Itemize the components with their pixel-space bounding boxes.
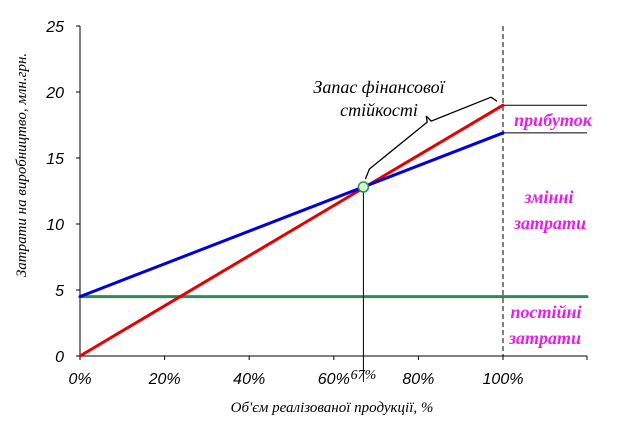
y-tick-label: 15	[46, 151, 64, 168]
breakeven-x-label: 67%	[351, 368, 377, 383]
y-tick-label: 20	[45, 85, 64, 102]
safety-margin-label-line2: стійкості	[340, 100, 418, 120]
breakeven-point-marker	[357, 181, 370, 193]
x-tick-labels: 0% 20% 40% 60% 80% 100%	[68, 371, 523, 388]
safety-margin-label-line1: Запас фінансової	[313, 77, 445, 97]
x-tick-label: 60%	[318, 371, 350, 388]
total-costs-line	[78, 131, 505, 299]
x-tick-label: 80%	[402, 371, 434, 388]
revenue-line	[78, 103, 505, 358]
y-tick-label: 0	[55, 349, 64, 366]
x-tick-label: 100%	[483, 371, 524, 388]
profit-label: прибуток	[514, 110, 593, 130]
fixed-costs-label-line2: затрати	[508, 328, 581, 348]
y-tick-label: 25	[45, 19, 64, 36]
y-tick-marks	[76, 25, 80, 357]
y-tick-labels: 0 5 10 15 20 25	[45, 19, 64, 366]
x-tick-marks	[79, 356, 588, 360]
x-axis-title: Об'єм реалізованої продукції, %	[231, 400, 434, 416]
y-axis-title: Затрати на виробництво, млн.грн.	[14, 53, 30, 277]
x-tick-label: 0%	[68, 371, 91, 388]
y-tick-label: 5	[55, 283, 64, 300]
x-tick-label: 20%	[148, 371, 181, 388]
variable-costs-label-line1: змінні	[524, 187, 574, 207]
fixed-costs-label-line1: постійні	[510, 302, 581, 322]
series-layer	[78, 103, 589, 358]
variable-costs-label-line2: затрати	[513, 213, 586, 233]
y-tick-label: 10	[46, 217, 64, 234]
safety-margin-brace	[364, 96, 498, 180]
x-tick-label: 40%	[233, 371, 265, 388]
